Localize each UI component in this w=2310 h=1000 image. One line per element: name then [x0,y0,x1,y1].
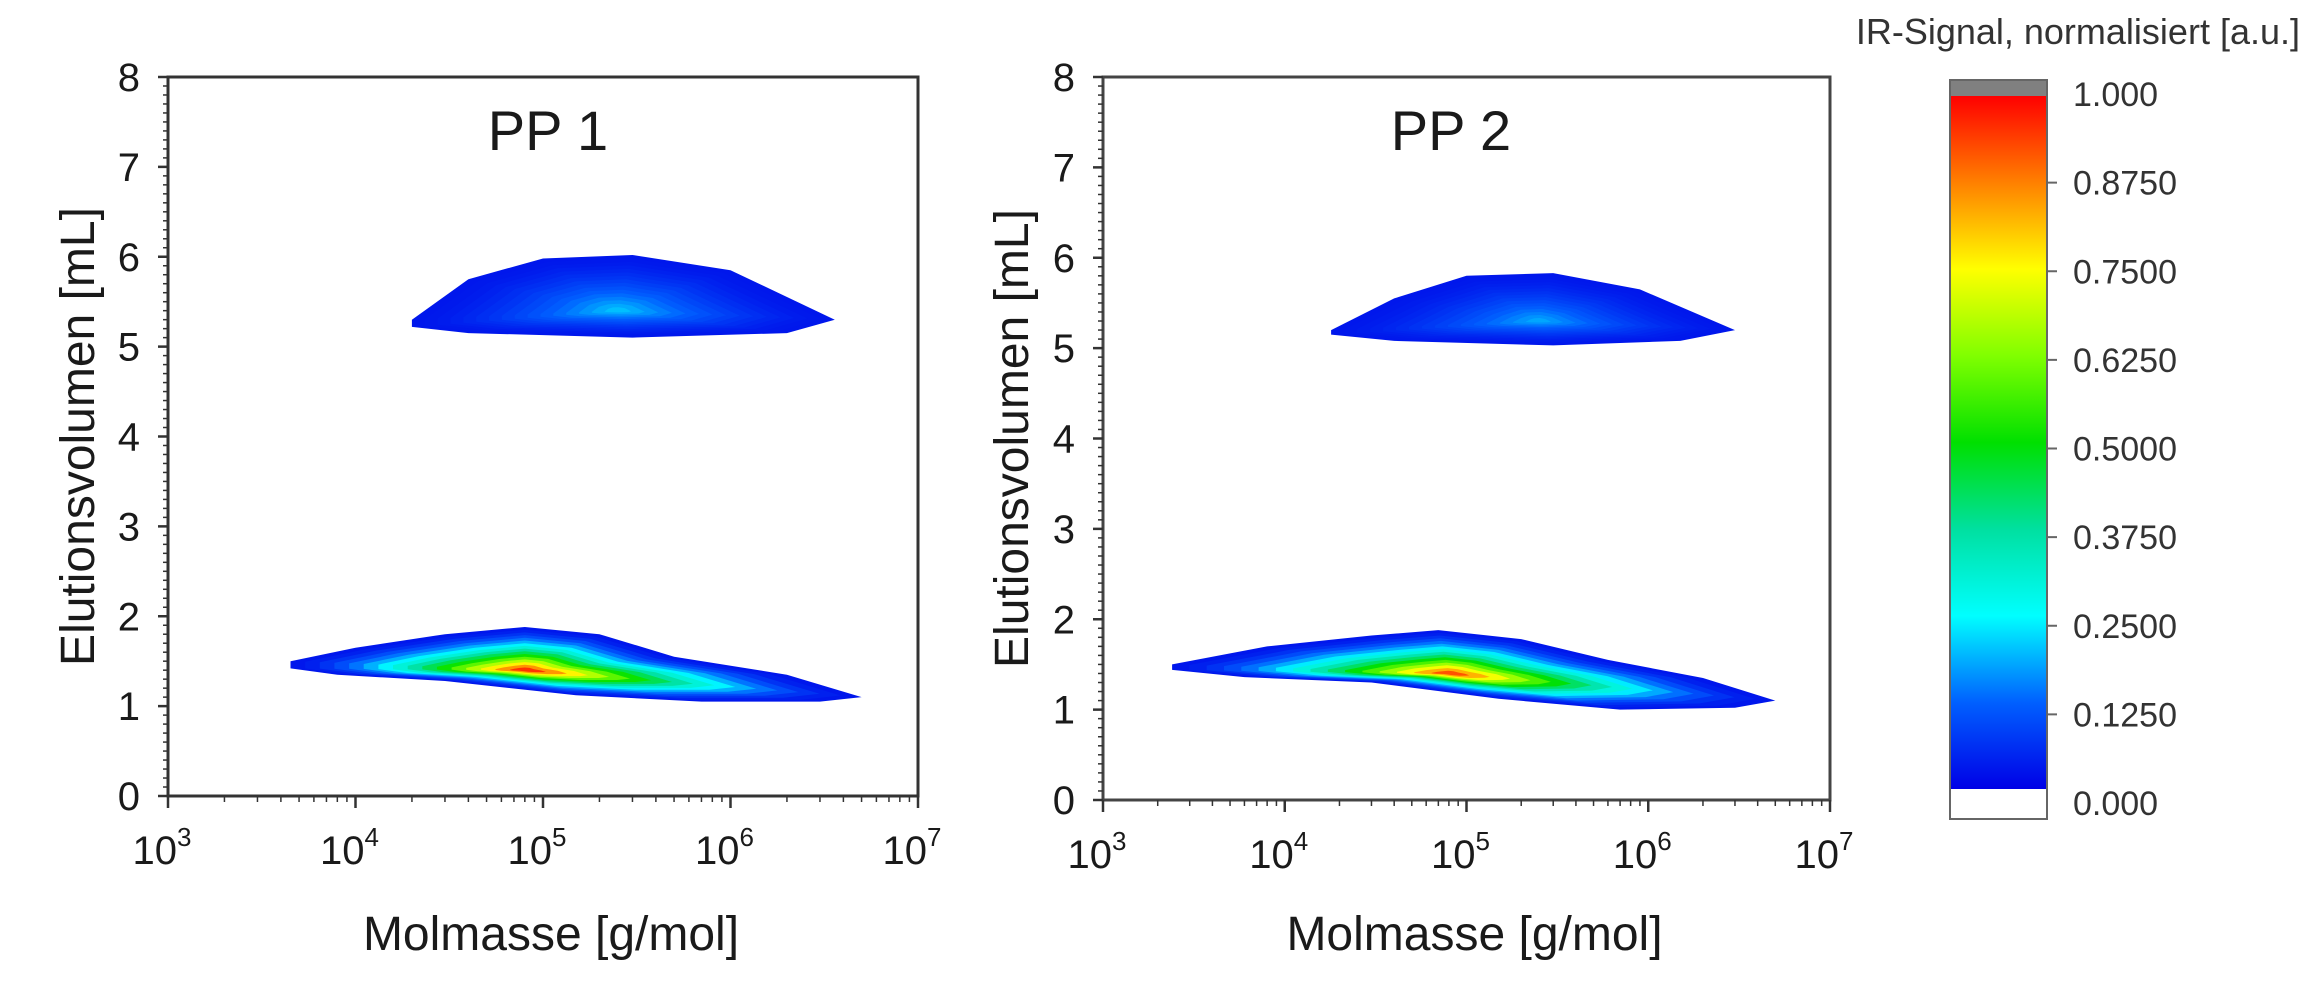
colorbar-ticks: 1.000 0.8750 0.7500 0.6250 0.5000 0.3750 0.250… [2047,76,2177,823]
y-tick-label: 6 [118,236,140,280]
y-tick-label: 2 [118,595,140,639]
x-tick-label: 104 [320,822,379,873]
colorbar-tick-label: 0.6250 [2073,342,2177,380]
heatmap-region-lower-fraction [290,627,862,702]
y-tick-label: 7 [1053,146,1075,190]
y-tick-label: 5 [1053,327,1075,371]
colorbar-tick-label: 0.000 [2073,785,2158,823]
y-tick-label: 2 [1053,598,1075,642]
colorbar-tick-label: 0.3750 [2073,519,2177,557]
y-tick-label: 1 [118,685,140,729]
contour-level [1431,670,1470,676]
axis-ticks-pp1: 0 1 2 3 4 5 6 7 8 103 104 105 106 107 [118,56,942,873]
x-tick-label: 103 [1068,826,1127,877]
x-tick-label: 105 [1431,826,1490,877]
heatmap-region-upper-fraction [411,255,835,338]
panel-pp1: 0 1 2 3 4 5 6 7 8 103 104 105 106 107 PP 1 Molmasse [… [52,56,941,961]
heatmap-region-lower-fraction [1172,630,1776,710]
x-axis-title-pp1: Molmasse [g/mol] [363,908,739,961]
colorbar-tick-label: 0.2500 [2073,608,2177,646]
colorbar-tick-label: 0.1250 [2073,696,2177,734]
panel-pp2: 0 1 2 3 4 5 6 7 8 103 104 105 106 107 PP 2 Molmasse [… [986,56,1853,961]
y-tick-label: 7 [118,146,140,190]
y-tick-label: 6 [1053,237,1075,281]
x-tick-label: 103 [133,822,192,873]
y-tick-label: 3 [118,505,140,549]
y-tick-label: 4 [118,416,140,460]
colorbar-title: IR-Signal, normalisiert [a.u.] [1856,11,2300,52]
axis-ticks-pp2: 0 1 2 3 4 5 6 7 8 103 104 105 106 107 [1053,56,1854,877]
y-tick-label: 0 [118,775,140,819]
colorbar-under-range [1950,789,2047,819]
colorbar-gradient [1950,96,2047,789]
contour-level [1525,318,1552,323]
x-tick-label: 106 [1613,826,1672,877]
y-tick-label: 3 [1053,508,1075,552]
heatmap-pp2 [1172,273,1776,710]
colorbar-over-range [1950,80,2047,96]
y-tick-label: 5 [118,326,140,370]
colorbar-tick-label: 0.8750 [2073,165,2177,203]
y-tick-label: 8 [1053,56,1075,100]
panel-title-pp1: PP 1 [488,99,608,162]
colorbar-tick-label: 1.000 [2073,76,2158,114]
y-tick-label: 8 [118,56,140,100]
x-tick-label: 107 [883,822,942,873]
x-tick-label: 104 [1249,826,1308,877]
x-axis-title-pp2: Molmasse [g/mol] [1286,908,1662,961]
x-tick-label: 107 [1795,826,1854,877]
x-tick-label: 105 [508,822,567,873]
x-tick-label: 106 [695,822,754,873]
y-tick-label: 4 [1053,418,1075,462]
y-axis-title-pp1: Elutionsvolumen [mL] [52,207,105,666]
colorbar-tick-label: 0.5000 [2073,431,2177,469]
y-tick-label: 0 [1053,779,1075,823]
heatmap-region-upper-fraction [1331,273,1735,346]
y-tick-label: 1 [1053,689,1075,733]
y-axis-title-pp2: Elutionsvolumen [mL] [986,209,1039,668]
contour-level [510,667,546,673]
contour-level [604,307,632,313]
colorbar: IR-Signal, normalisiert [a.u.] 1.000 0.87… [1856,11,2300,823]
colorbar-tick-label: 0.7500 [2073,253,2177,291]
heatmap-pp1 [290,255,862,702]
panel-title-pp2: PP 2 [1391,99,1511,162]
